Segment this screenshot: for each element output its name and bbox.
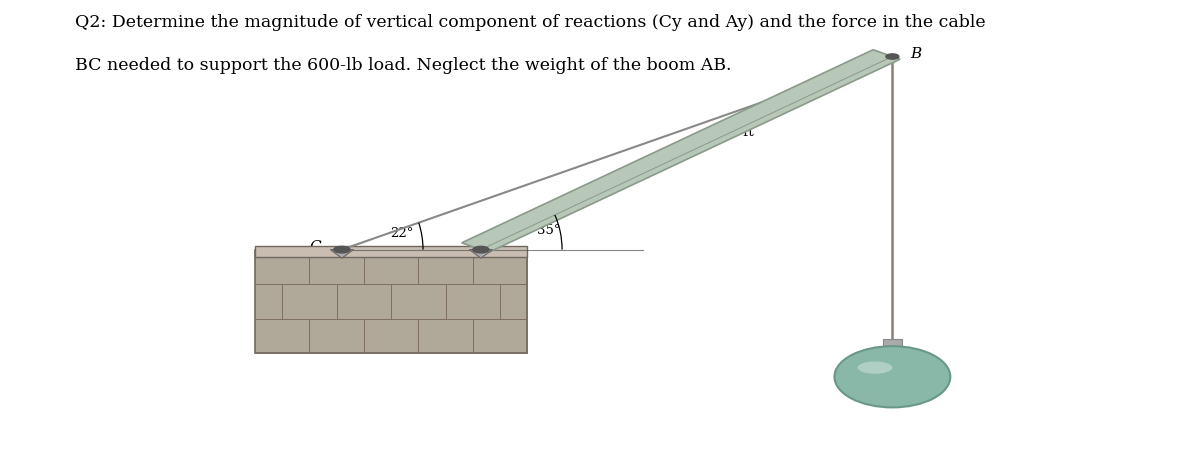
- Bar: [391, 284, 445, 319]
- Circle shape: [334, 246, 350, 253]
- Text: 8 ft: 8 ft: [730, 125, 754, 138]
- Bar: [254, 250, 527, 353]
- Polygon shape: [462, 50, 900, 252]
- Bar: [310, 319, 364, 353]
- Bar: [500, 284, 527, 319]
- Circle shape: [886, 54, 899, 59]
- Bar: [310, 250, 364, 284]
- Bar: [254, 284, 282, 319]
- Ellipse shape: [858, 362, 893, 374]
- Bar: [364, 250, 419, 284]
- Bar: [445, 284, 500, 319]
- Bar: [282, 284, 337, 319]
- Polygon shape: [330, 250, 354, 258]
- Text: 22°: 22°: [390, 227, 414, 240]
- Bar: [473, 250, 527, 284]
- Text: B: B: [910, 47, 922, 61]
- Text: A: A: [487, 230, 498, 244]
- Bar: [254, 246, 527, 257]
- Bar: [254, 250, 310, 284]
- Bar: [473, 319, 527, 353]
- Text: 35°: 35°: [536, 224, 560, 237]
- Text: Q2: Determine the magnitude of vertical component of reactions (Cy and Ay) and t: Q2: Determine the magnitude of vertical …: [76, 14, 986, 31]
- Text: C: C: [310, 240, 322, 254]
- Bar: [883, 339, 901, 351]
- Bar: [419, 319, 473, 353]
- Polygon shape: [469, 250, 492, 258]
- Bar: [337, 284, 391, 319]
- Bar: [364, 319, 419, 353]
- Ellipse shape: [834, 346, 950, 407]
- Bar: [419, 250, 473, 284]
- Circle shape: [473, 246, 490, 253]
- Text: BC needed to support the 600-lb load. Neglect the weight of the boom AB.: BC needed to support the 600-lb load. Ne…: [76, 57, 732, 73]
- Bar: [254, 319, 310, 353]
